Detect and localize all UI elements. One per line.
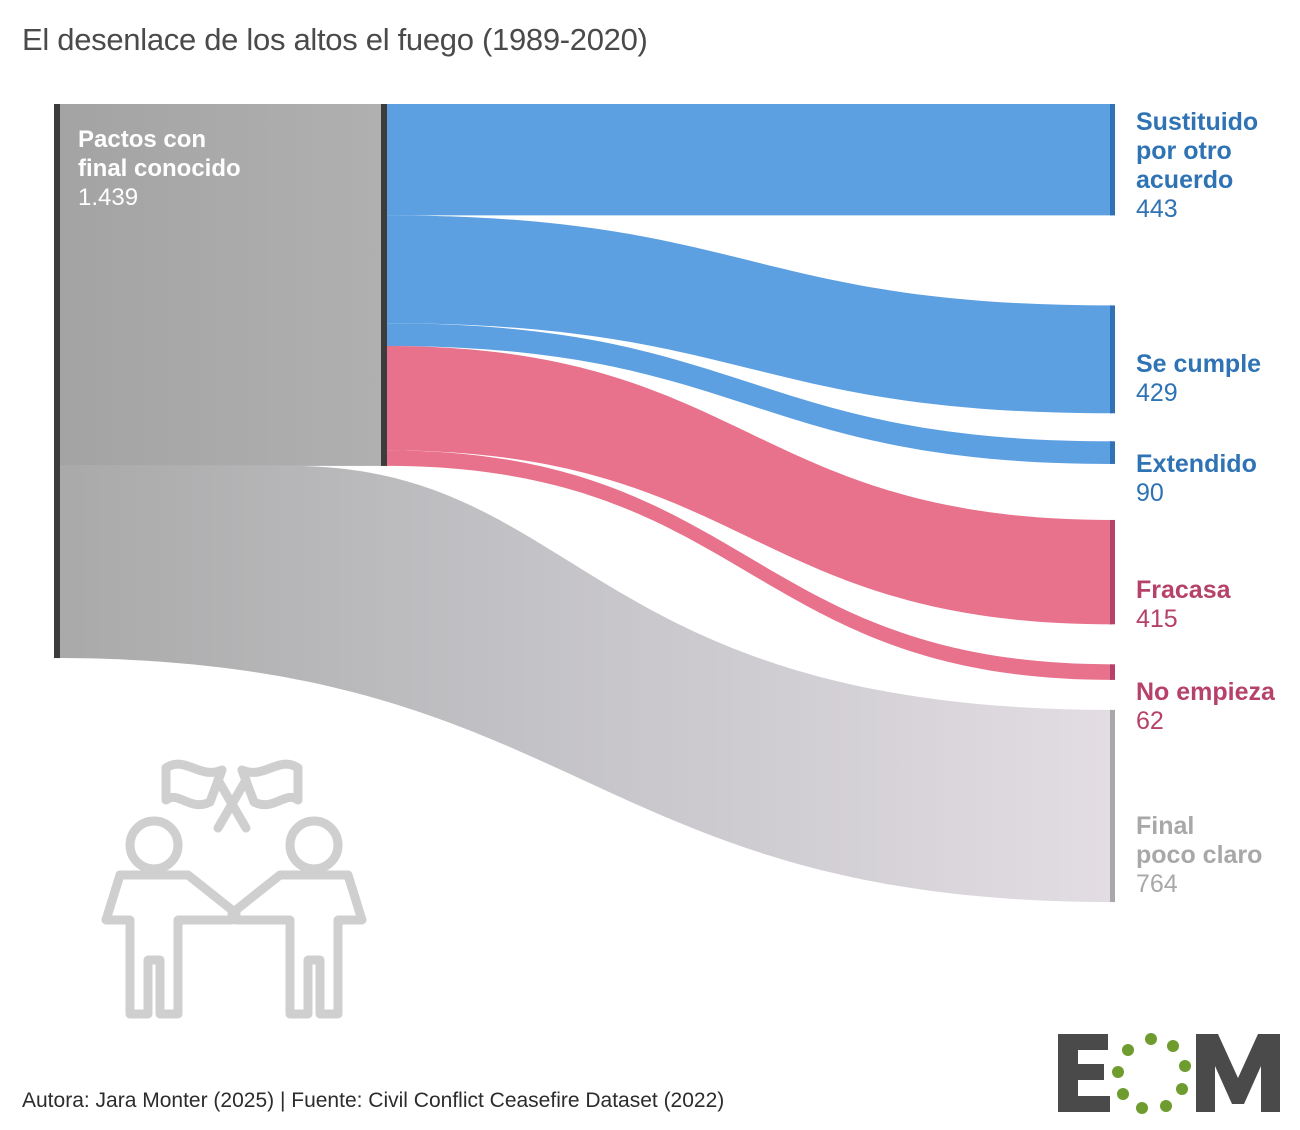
target-label-sustituido: por otro bbox=[1136, 137, 1232, 165]
two-people-with-crossed-flags-icon bbox=[101, 759, 367, 1019]
source-node-block bbox=[54, 104, 386, 466]
flows-layer bbox=[54, 104, 1112, 903]
chart-title: El desenlace de los altos el fuego (1989… bbox=[22, 22, 648, 57]
target-label-sustituido: Sustituido bbox=[1136, 108, 1258, 136]
target-node-sustituido bbox=[1110, 104, 1115, 216]
target-value-sustituido: 443 bbox=[1136, 195, 1178, 223]
target-value-extendido: 90 bbox=[1136, 479, 1164, 507]
target-value-cumple: 429 bbox=[1136, 379, 1178, 407]
target-label-pococlaro: poco claro bbox=[1136, 841, 1262, 869]
target-label-extendido: Extendido bbox=[1136, 450, 1257, 478]
origin-node-left-edge bbox=[54, 104, 60, 659]
eom-logo bbox=[1058, 1033, 1280, 1114]
target-value-noempieza: 62 bbox=[1136, 707, 1164, 735]
target-label-sustituido: acuerdo bbox=[1136, 166, 1233, 194]
source-value-label: 1.439 bbox=[78, 184, 138, 211]
target-node-cumple bbox=[1110, 305, 1115, 414]
footer-credits: Autora: Jara Monter (2025) | Fuente: Civ… bbox=[22, 1089, 725, 1112]
target-label-fracasa: Fracasa bbox=[1136, 576, 1232, 604]
source-label-line1: Pactos con bbox=[78, 126, 206, 153]
target-node-noempieza bbox=[1110, 664, 1115, 680]
flow-noempieza bbox=[386, 450, 1112, 680]
flow-cumple bbox=[386, 215, 1112, 414]
target-label-pococlaro: Final bbox=[1136, 812, 1194, 840]
source-label-line2: final conocido bbox=[78, 155, 241, 182]
flow-extendido bbox=[386, 323, 1112, 464]
target-label-noempieza: No empieza bbox=[1136, 678, 1276, 706]
flow-pococlaro bbox=[54, 465, 1112, 903]
target-value-fracasa: 415 bbox=[1136, 605, 1178, 633]
source-node-right-edge bbox=[381, 104, 387, 466]
target-label-cumple: Se cumple bbox=[1136, 350, 1261, 378]
target-value-pococlaro: 764 bbox=[1136, 870, 1178, 898]
flow-fracasa bbox=[386, 345, 1112, 625]
target-node-extendido bbox=[1110, 441, 1115, 464]
target-node-pococlaro bbox=[1110, 709, 1115, 903]
flow-sustituido bbox=[386, 104, 1112, 216]
nodes-layer bbox=[54, 104, 1115, 903]
target-node-fracasa bbox=[1110, 519, 1115, 625]
